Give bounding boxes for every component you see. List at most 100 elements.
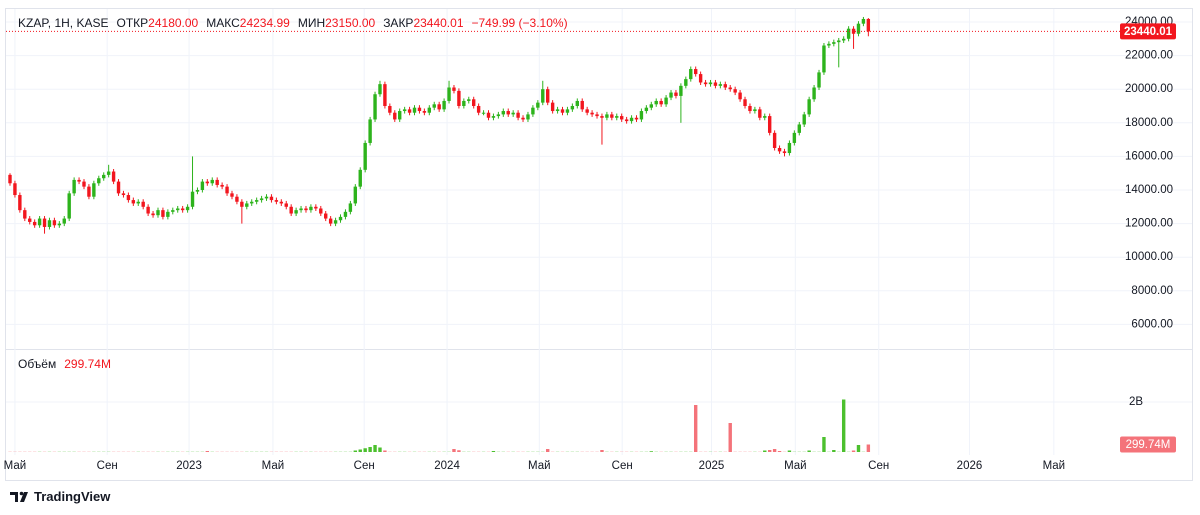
candle-body [269, 196, 274, 201]
candle-body [18, 195, 22, 211]
candle-body [506, 111, 510, 115]
marks [6, 16, 1120, 452]
candle-body [827, 43, 831, 46]
candle-body [264, 196, 269, 199]
candle-body [393, 112, 397, 120]
candle-body [565, 109, 570, 113]
candle-body [324, 213, 328, 219]
candle-body [92, 183, 96, 197]
candle-body [62, 218, 66, 224]
candle-body [546, 89, 550, 103]
candle-body [728, 87, 732, 90]
volume-tick-label: 2B [1129, 396, 1143, 408]
candle-body [398, 111, 402, 120]
y-tick-label: 22000.00 [1125, 50, 1173, 62]
candle-body [67, 193, 71, 219]
y-tick-label: 6000.00 [1131, 318, 1173, 330]
candle-body [841, 38, 846, 41]
candle-body [220, 184, 224, 187]
candle-body [402, 109, 407, 112]
candle-body [526, 114, 530, 120]
candle-body [654, 100, 658, 105]
candle-body [629, 117, 634, 122]
candle-body [225, 186, 229, 194]
candle-body [851, 28, 856, 34]
candle-body [486, 112, 491, 118]
candle-body [560, 109, 565, 113]
candle-body [363, 142, 367, 170]
x-tick-label: Май [4, 460, 27, 472]
candle-body [250, 201, 254, 204]
candle-body [856, 23, 861, 34]
candle-body [52, 220, 57, 226]
candle-body [624, 119, 629, 122]
volume-bar [378, 447, 382, 452]
candle-body [328, 218, 333, 224]
volume-bar [832, 450, 836, 452]
candle-body [664, 97, 668, 105]
candle-body [516, 112, 520, 118]
y-tick-label: 10000.00 [1125, 251, 1173, 263]
y-tick-label: 18000.00 [1125, 117, 1173, 129]
x-tick-label: 2026 [957, 460, 983, 472]
candle-body [595, 114, 599, 117]
candle-body [580, 100, 584, 110]
volume-value: 299.74M [64, 357, 111, 371]
candle-body [126, 195, 131, 201]
candle-body [822, 45, 826, 73]
volume-badge [1120, 436, 1176, 453]
candle-body [259, 198, 264, 201]
candle-body [245, 203, 249, 207]
candle-body [146, 206, 150, 214]
volume-bar [546, 449, 550, 452]
candle-body [210, 179, 214, 184]
candle-body [649, 104, 653, 108]
candle-body [550, 102, 555, 112]
candle-body [161, 210, 165, 217]
candle-body [481, 112, 486, 114]
candle-body [106, 171, 111, 175]
candle-body [8, 174, 12, 184]
volume-bar [457, 450, 461, 452]
ohlc-value: 24180.00 [148, 16, 198, 30]
candle-body [432, 104, 436, 108]
candle-body [531, 107, 535, 115]
x-tick-label: Сен [354, 460, 375, 472]
candle-body [32, 221, 37, 226]
volume-bar [363, 448, 367, 452]
candle-body [575, 100, 579, 106]
candle-body [723, 84, 727, 88]
candle-body [141, 201, 145, 207]
candle-body [619, 116, 624, 120]
candle-body [156, 210, 160, 216]
candle-body [491, 116, 496, 118]
volume-title: Объём [18, 357, 56, 371]
logo-mark [10, 492, 18, 502]
candle-body [176, 208, 180, 211]
candle-body [343, 211, 348, 217]
candle-body [254, 200, 259, 202]
candle-body [501, 111, 506, 115]
candle-body [205, 181, 210, 184]
candle-body [378, 84, 382, 95]
candle-body [447, 87, 451, 101]
y-tick-label: 14000.00 [1125, 184, 1173, 196]
candle-body [82, 181, 86, 187]
candle-body [427, 107, 432, 113]
candle-body [274, 200, 279, 202]
candle-body [314, 206, 318, 209]
grid [6, 9, 1192, 455]
candle-body [422, 111, 427, 113]
candle-body [279, 201, 284, 204]
candle-body [679, 85, 683, 96]
volume-badge-label: 299.74M [1126, 439, 1171, 451]
x-tick-label: Май [784, 460, 807, 472]
candle-body [28, 218, 32, 222]
candle-body [555, 109, 560, 112]
candle-body [708, 82, 713, 85]
candle-body [462, 100, 466, 106]
candle-body [476, 105, 481, 113]
candle-body [772, 132, 777, 148]
candle-body [536, 102, 540, 108]
